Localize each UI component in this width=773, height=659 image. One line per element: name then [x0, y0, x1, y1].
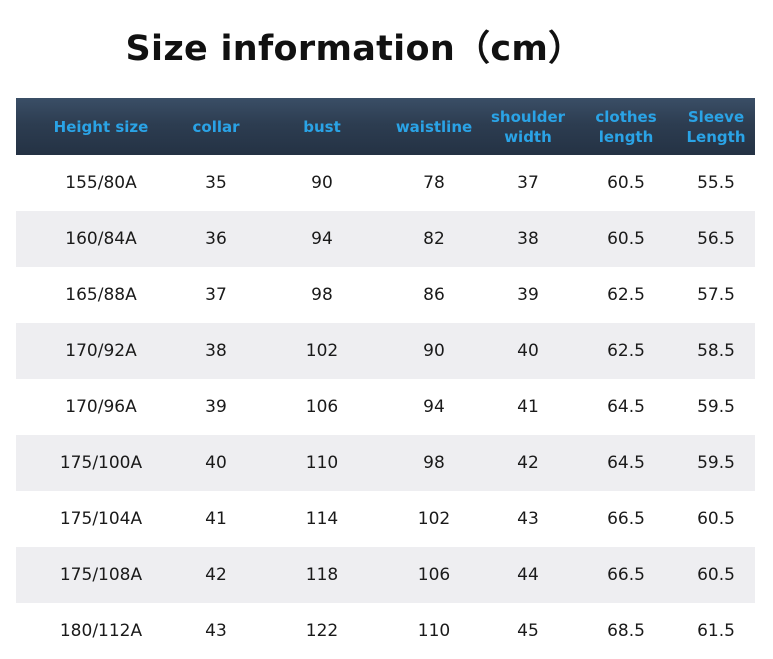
cell-height-size: 175/104A	[59, 509, 143, 529]
cell-collar: 38	[205, 341, 227, 361]
cell-shoulder-width: 45	[517, 621, 539, 641]
cell-bust: 118	[305, 565, 339, 585]
page-title: Size information（cm）	[125, 29, 584, 69]
cell-sleeve-length: 56.5	[697, 229, 735, 249]
cell-waistline: 106	[417, 565, 451, 585]
cell-height-size: 160/84A	[65, 229, 137, 249]
cell-clothes-length: 60.5	[607, 173, 645, 193]
table-row: 180/112A 43 122 110 45 68.5 61.5	[16, 603, 755, 659]
cell-waistline: 82	[423, 229, 445, 249]
cell-shoulder-width: 44	[517, 565, 539, 585]
cell-sleeve-length: 58.5	[697, 341, 735, 361]
cell-bust: 90	[311, 173, 333, 193]
header-collar: collar	[192, 117, 240, 136]
header-waistline: waistline	[395, 117, 473, 136]
cell-waistline: 110	[417, 621, 451, 641]
table-row: 155/80A 35 90 78 37 60.5 55.5	[16, 155, 755, 211]
cell-collar: 41	[205, 509, 227, 529]
cell-bust: 106	[305, 397, 339, 417]
table-row: 170/92A 38 102 90 40 62.5 58.5	[16, 323, 755, 379]
cell-clothes-length: 68.5	[607, 621, 645, 641]
cell-shoulder-width: 40	[517, 341, 539, 361]
cell-collar: 40	[205, 453, 227, 473]
header-clothes-length: clothes length	[595, 107, 657, 146]
cell-sleeve-length: 59.5	[697, 453, 735, 473]
header-bust: bust	[303, 117, 341, 136]
cell-height-size: 175/100A	[59, 453, 143, 473]
cell-waistline: 102	[417, 509, 451, 529]
table-row: 175/108A 42 118 106 44 66.5 60.5	[16, 547, 755, 603]
table-row: 170/96A 39 106 94 41 64.5 59.5	[16, 379, 755, 435]
cell-sleeve-length: 60.5	[697, 509, 735, 529]
cell-sleeve-length: 60.5	[697, 565, 735, 585]
cell-collar: 35	[205, 173, 227, 193]
cell-height-size: 165/88A	[65, 285, 137, 305]
cell-sleeve-length: 55.5	[697, 173, 735, 193]
cell-clothes-length: 66.5	[607, 509, 645, 529]
cell-clothes-length: 60.5	[607, 229, 645, 249]
table-header: Height size collar bust waistline shoulder w…	[16, 98, 755, 155]
cell-height-size: 175/108A	[59, 565, 143, 585]
cell-sleeve-length: 57.5	[697, 285, 735, 305]
table-row: 175/100A 40 110 98 42 64.5 59.5	[16, 435, 755, 491]
cell-shoulder-width: 39	[517, 285, 539, 305]
cell-height-size: 170/96A	[65, 397, 137, 417]
cell-bust: 110	[305, 453, 339, 473]
cell-bust: 102	[305, 341, 339, 361]
cell-waistline: 86	[423, 285, 445, 305]
cell-shoulder-width: 43	[517, 509, 539, 529]
cell-collar: 36	[205, 229, 227, 249]
cell-shoulder-width: 42	[517, 453, 539, 473]
cell-clothes-length: 64.5	[607, 453, 645, 473]
cell-sleeve-length: 61.5	[697, 621, 735, 641]
cell-collar: 39	[205, 397, 227, 417]
cell-collar: 43	[205, 621, 227, 641]
cell-waistline: 78	[423, 173, 445, 193]
cell-bust: 114	[305, 509, 339, 529]
cell-height-size: 155/80A	[65, 173, 137, 193]
cell-sleeve-length: 59.5	[697, 397, 735, 417]
table-body: 155/80A 35 90 78 37 60.5 55.5 160/84A 36 94 82 38 60…	[16, 155, 755, 659]
cell-height-size: 180/112A	[59, 621, 143, 641]
table-row: 175/104A 41 114 102 43 66.5 60.5	[16, 491, 755, 547]
header-sleeve-length: Sleeve Length	[686, 107, 746, 146]
table-row: 165/88A 37 98 86 39 62.5 57.5	[16, 267, 755, 323]
cell-height-size: 170/92A	[65, 341, 137, 361]
table-row: 160/84A 36 94 82 38 60.5 56.5	[16, 211, 755, 267]
header-height-size: Height size	[53, 117, 149, 136]
cell-clothes-length: 62.5	[607, 341, 645, 361]
cell-shoulder-width: 37	[517, 173, 539, 193]
cell-bust: 122	[305, 621, 339, 641]
cell-waistline: 98	[423, 453, 445, 473]
cell-clothes-length: 62.5	[607, 285, 645, 305]
cell-collar: 37	[205, 285, 227, 305]
cell-collar: 42	[205, 565, 227, 585]
cell-clothes-length: 66.5	[607, 565, 645, 585]
cell-shoulder-width: 38	[517, 229, 539, 249]
header-shoulder-width: shoulder width	[490, 107, 566, 146]
cell-shoulder-width: 41	[517, 397, 539, 417]
cell-waistline: 94	[423, 397, 445, 417]
cell-waistline: 90	[423, 341, 445, 361]
cell-bust: 98	[311, 285, 333, 305]
cell-bust: 94	[311, 229, 333, 249]
cell-clothes-length: 64.5	[607, 397, 645, 417]
size-table: Height size collar bust waistline shoulder w…	[16, 98, 755, 659]
